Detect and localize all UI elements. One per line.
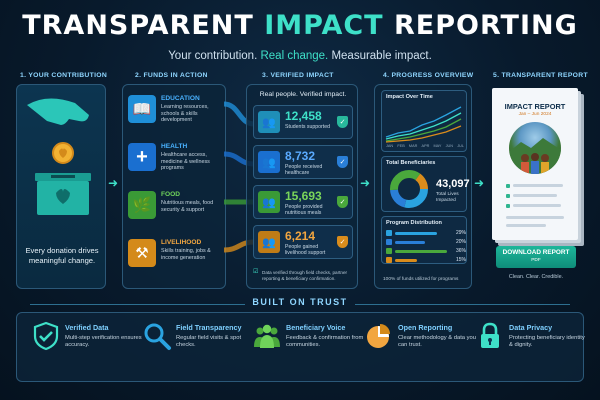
fund-health: + HEALTH Healthcare access, medicine & w…: [128, 139, 223, 183]
book-icon: 📖: [128, 95, 156, 123]
contribution-panel: Every donation drives meaningful change.: [16, 84, 106, 289]
fund-livelihood: ⚒ LIVELIHOOD Skills training, jobs & inc…: [128, 235, 223, 279]
leaf-plate-icon: 🌿: [128, 191, 156, 219]
trust-panel: Verified Data Multi-step verification en…: [16, 312, 585, 382]
progress-panel: Impact Over Time JAN FEB MAR APR MAY JUN JUL T…: [374, 84, 472, 289]
flow-arrow-icon: ➜: [108, 176, 119, 190]
verification-note: ☑ Data verified through field checks, par…: [253, 269, 348, 282]
fund-education: 📖 EDUCATION Learning resources, schools …: [128, 91, 223, 135]
report-title: IMPACT REPORT: [504, 102, 566, 111]
fund-food: 🌿 FOOD Nutritious meals, food security &…: [128, 187, 223, 231]
shield-check-icon: [33, 321, 59, 351]
page-subtitle: Your contribution. Real change. Measurab…: [168, 50, 432, 62]
trust-item-open-reporting: Open Reporting Clear methodology & data …: [364, 319, 476, 377]
tools-icon: ⚒: [128, 239, 156, 267]
trust-item-verified-data: Verified Data Multi-step verification en…: [31, 319, 142, 377]
shield-check-icon: ✓: [337, 116, 348, 128]
shield-check-icon: ✓: [337, 196, 348, 208]
people-icon: 👥: [258, 191, 280, 213]
flow-arrow-icon: ➜: [360, 176, 371, 190]
shield-check-icon: ✓: [337, 156, 348, 168]
divider: [30, 304, 245, 305]
column-heading-report: 5. TRANSPARENT REPORT: [493, 72, 588, 79]
report-tagline: Clean. Clear. Credible.: [508, 274, 564, 280]
people-icon: 👥: [258, 151, 280, 173]
distribution-row: 15%: [386, 257, 466, 264]
trust-item-field-transparency: Field Transparency Regular field visits …: [142, 319, 252, 377]
distribution-row: 36%: [386, 248, 466, 255]
coin-donation-box-icon: [27, 98, 91, 215]
column-heading-progress: 4. PROGRESS OVERVIEW: [383, 72, 474, 79]
padlock-icon: [481, 322, 499, 348]
report-dates: Jan – Jun 2024: [518, 112, 552, 117]
funds-panel: 📖 EDUCATION Learning resources, schools …: [122, 84, 226, 289]
check-icon: ☑: [253, 269, 259, 276]
column-heading-contribution: 1. YOUR CONTRIBUTION: [20, 72, 108, 79]
download-report-button[interactable]: DOWNLOAD REPORT PDF: [496, 246, 576, 268]
pie-chart-icon: [367, 324, 390, 348]
trust-item-data-privacy: Data Privacy Protecting beneficiary iden…: [475, 319, 585, 377]
magnifier-icon: [144, 323, 171, 350]
flow-arrow-icon: ➜: [474, 176, 485, 190]
stat-healthcare: 👥 8,732 People received healthcare ✓: [253, 145, 353, 179]
verified-impact-panel: Real people. Verified impact. 👥 12,458 S…: [246, 84, 358, 289]
distribution-row: 29%: [386, 230, 466, 237]
impact-heading: Real people. Verified impact.: [259, 91, 347, 98]
funds-utilized-note: 100% of funds utilized for programs: [383, 277, 459, 282]
report-document: IMPACT REPORT Jan – Jun 2024: [492, 88, 578, 240]
beneficiaries-box: Total Beneficiaries 43,097 Total Lives I…: [381, 156, 470, 212]
stat-students: 👥 12,458 Students supported ✓: [253, 105, 353, 139]
people-icon: 👥: [258, 231, 280, 253]
trust-item-beneficiary-voice: Beneficiary Voice Feedback & confirmatio…: [252, 319, 363, 377]
medical-cross-icon: +: [128, 143, 156, 171]
column-heading-impact: 3. VERIFIED IMPACT: [262, 72, 334, 79]
stat-meals: 👥 15,693 People provided nutritious meal…: [253, 185, 353, 219]
report-panel: IMPACT REPORT Jan – Jun 2024 DOWNLOAD RE…: [488, 84, 584, 289]
people-group-icon: [254, 324, 280, 348]
stat-livelihood: 👥 6,214 People gained livelihood support…: [253, 225, 353, 259]
people-icon: 👥: [258, 111, 280, 133]
distribution-box: Program Distribution 29% 20% 36% 15%: [381, 216, 467, 264]
column-heading-funds: 2. FUNDS IN ACTION: [135, 72, 208, 79]
donation-message: Every donation drives meaningful change.: [25, 246, 99, 265]
total-beneficiaries: 43,097: [436, 178, 470, 190]
month-axis: JAN FEB MAR APR MAY JUN JUL: [386, 144, 464, 148]
impact-over-time-chart: Impact Over Time JAN FEB MAR APR MAY JUN JUL: [381, 90, 467, 152]
divider: [355, 304, 570, 305]
page-title: TRANSPARENT IMPACT REPORTING: [22, 10, 578, 41]
donut-chart-icon: [390, 170, 428, 208]
trend-lines: [385, 106, 462, 143]
community-photo: [509, 122, 561, 174]
distribution-row: 20%: [386, 239, 466, 246]
shield-check-icon: ✓: [337, 236, 348, 248]
trust-heading: BUILT ON TRUST: [252, 297, 348, 307]
